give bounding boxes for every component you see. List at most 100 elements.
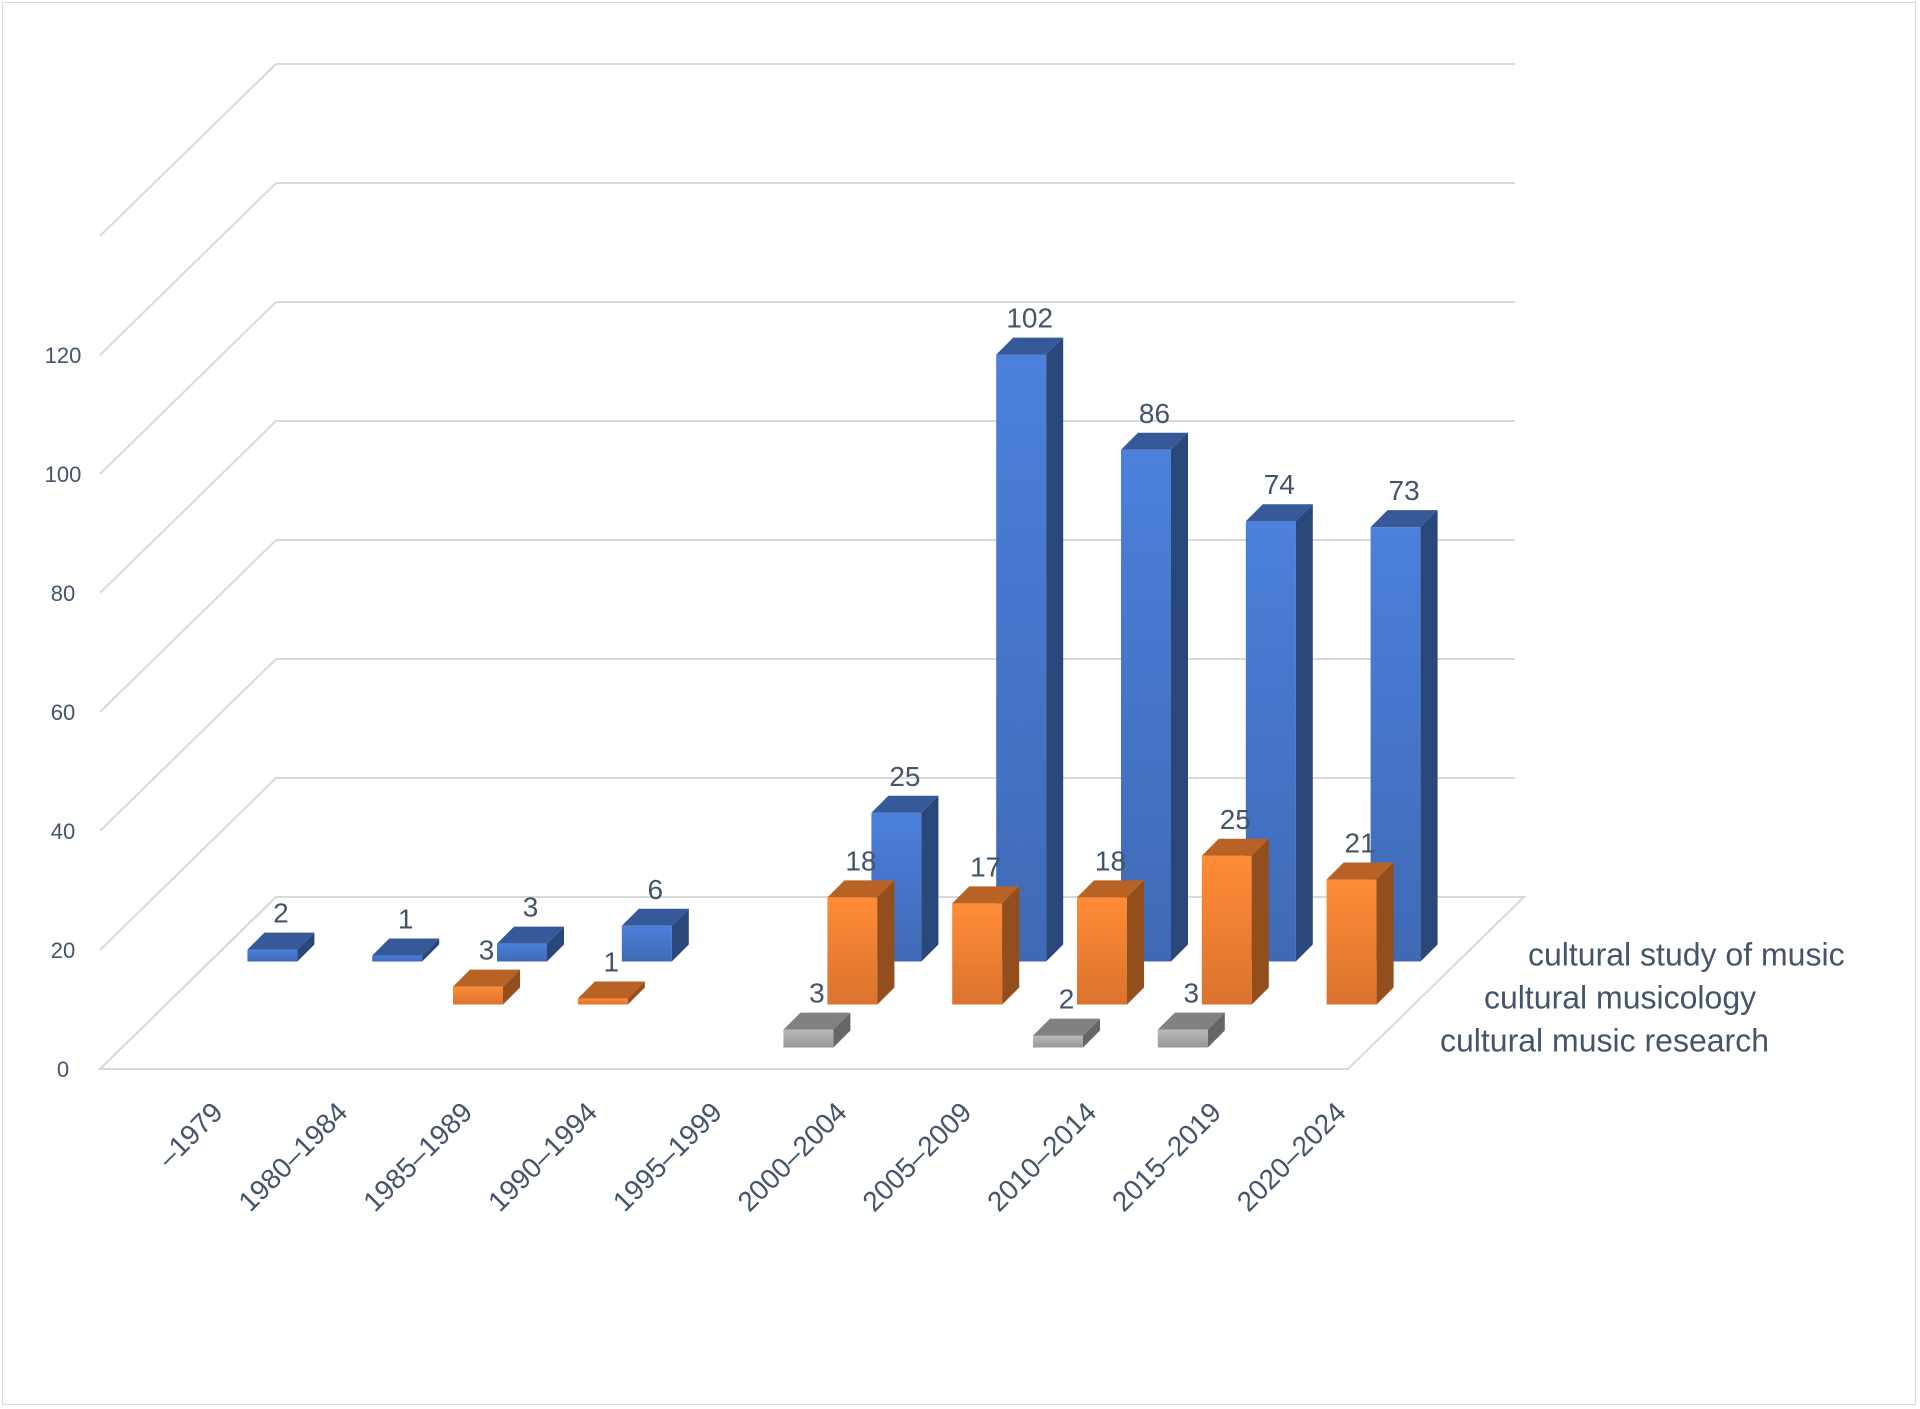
- data-label: 18: [845, 845, 876, 876]
- data-label: 73: [1389, 475, 1420, 506]
- x-tick-label: 1990–1994: [482, 1096, 603, 1217]
- data-label: 21: [1345, 828, 1376, 859]
- bar-top-face: [247, 932, 315, 950]
- bar-side-face: [1376, 862, 1394, 1005]
- data-label: 25: [1220, 804, 1251, 835]
- data-label: 25: [889, 761, 920, 792]
- y-tick-label: 0: [57, 1057, 69, 1082]
- x-tick-label: –1979: [152, 1096, 229, 1173]
- x-tick-label: 2010–2014: [981, 1096, 1102, 1217]
- x-tick-label: 2005–2009: [856, 1096, 977, 1217]
- bar-side-face: [1083, 1018, 1100, 1048]
- x-tick-label: 1985–1989: [357, 1096, 478, 1217]
- bar-side-face: [671, 908, 689, 962]
- data-label: 6: [648, 874, 664, 905]
- data-label: 3: [809, 978, 825, 1009]
- bar-side-face: [1251, 838, 1269, 1005]
- data-label: 1: [604, 947, 620, 978]
- bar-top-face: [1157, 1012, 1225, 1030]
- bar: [372, 938, 440, 962]
- bar-front-face: [1326, 879, 1377, 1005]
- bar-top-face: [827, 880, 895, 898]
- side-gridline: [99, 301, 277, 475]
- bar: [1370, 510, 1438, 962]
- bar-side-face: [422, 938, 440, 962]
- bar: [952, 886, 1020, 1005]
- bar-front-face: [372, 955, 423, 962]
- side-gridline: [99, 182, 277, 356]
- bar-front-face: [621, 925, 672, 962]
- bar-side-face: [1046, 337, 1064, 962]
- x-tick-label: 1980–1984: [232, 1096, 353, 1217]
- side-gridline: [99, 539, 277, 713]
- y-tick-label: 120: [45, 343, 82, 368]
- bar-front-face: [577, 998, 628, 1005]
- bar: [827, 880, 895, 1005]
- side-gridline: [99, 420, 277, 594]
- bar-side-face: [503, 969, 520, 1005]
- bar-side-face: [547, 926, 564, 962]
- side-gridline: [99, 896, 277, 1070]
- bar-side-face: [1295, 504, 1313, 962]
- data-label: 3: [523, 892, 539, 923]
- data-label: 74: [1264, 469, 1295, 500]
- data-label: 18: [1095, 845, 1126, 876]
- bar-marks: [247, 337, 1438, 1048]
- bar-front-face: [827, 897, 878, 1005]
- bar-front-face: [996, 354, 1047, 962]
- x-tick-label: 2020–2024: [1231, 1096, 1352, 1217]
- bar-top-face: [871, 795, 939, 813]
- bar-top-face: [783, 1012, 851, 1030]
- bar-top-face: [1033, 1018, 1100, 1036]
- bar-top-face: [577, 981, 645, 999]
- y-tick-label: 80: [51, 581, 75, 606]
- bar: [1326, 862, 1394, 1005]
- y-tick-label: 60: [51, 700, 75, 725]
- bar-top-face: [497, 926, 564, 944]
- bar-side-face: [1127, 880, 1144, 1005]
- series-depth-label: cultural musicology: [1484, 980, 1756, 1016]
- bar-front-face: [1121, 449, 1171, 962]
- bar-side-face: [1420, 510, 1438, 962]
- data-label: 102: [1006, 303, 1053, 334]
- bar: [577, 981, 645, 1005]
- x-tick-label: 2015–2019: [1106, 1096, 1227, 1217]
- bar-side-face: [1171, 432, 1188, 962]
- bar: [1121, 432, 1188, 962]
- side-gridline: [99, 777, 277, 951]
- bar-side-face: [1207, 1012, 1225, 1048]
- data-label: 2: [1059, 984, 1075, 1015]
- bar-top-face: [372, 938, 440, 956]
- gridlines: [99, 63, 1515, 1070]
- series-depth-label: cultural music research: [1440, 1023, 1769, 1059]
- data-label: 2: [273, 898, 289, 929]
- bar-side-face: [877, 880, 895, 1005]
- x-tick-label: 1995–1999: [607, 1096, 728, 1217]
- bar: [996, 337, 1064, 962]
- bar-side-face: [297, 932, 315, 962]
- bar: [1157, 1012, 1225, 1048]
- bar-front-face: [952, 903, 1003, 1005]
- y-tick-label: 40: [51, 819, 75, 844]
- bar: [783, 1012, 851, 1048]
- bar-front-face: [1201, 855, 1252, 1005]
- bar-top-face: [1245, 504, 1313, 522]
- side-gridline: [99, 658, 277, 832]
- bar-front-face: [497, 943, 547, 962]
- data-label: 1: [398, 904, 414, 935]
- bar-front-face: [783, 1029, 834, 1048]
- bar-top-face: [1326, 862, 1394, 880]
- bar-top-face: [1121, 432, 1188, 450]
- bar: [497, 926, 564, 962]
- bar: [247, 932, 315, 962]
- data-label: 17: [970, 851, 1001, 882]
- bar: [453, 969, 520, 1005]
- bar-top-face: [1077, 880, 1144, 898]
- bar-top-face: [453, 969, 520, 987]
- bar-side-face: [921, 795, 939, 962]
- bar: [1033, 1018, 1100, 1048]
- bar-front-face: [247, 949, 298, 962]
- bar: [1077, 880, 1144, 1005]
